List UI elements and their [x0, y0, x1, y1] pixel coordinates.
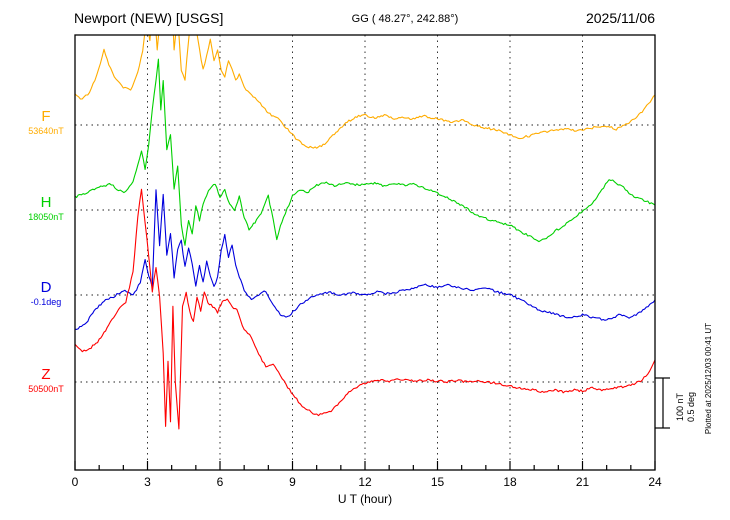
x-tick-label: 15	[430, 475, 445, 489]
x-axis-label: U T (hour)	[337, 492, 393, 506]
channel-h-labels: H 18050nT	[20, 194, 72, 223]
station-title: Newport (NEW) [USGS]	[74, 10, 224, 26]
channel-f-baseline-value: 53640nT	[28, 126, 64, 136]
channel-d-letter: D	[40, 279, 52, 296]
x-tick-label: 21	[575, 475, 590, 489]
plot-date: 2025/11/06	[585, 10, 655, 26]
channel-d-labels: D -0.1deg	[20, 279, 72, 308]
channel-z-labels: Z 50500nT	[20, 366, 72, 395]
channel-z-baseline-value: 50500nT	[28, 384, 64, 394]
channel-z-letter: Z	[41, 366, 51, 383]
plotted-at-note: Plotted at 2025/12/03 00:41 UT	[704, 322, 713, 435]
trace-d	[75, 189, 655, 330]
channel-d-baseline-value: -0.1deg	[30, 297, 62, 307]
geographic-coords: GG ( 48.27°, 242.88°)	[351, 13, 459, 25]
x-tick-label: 3	[144, 475, 151, 489]
channel-f-letter: F	[41, 108, 51, 125]
channel-h-letter: H	[40, 194, 52, 211]
channel-h-baseline-value: 18050nT	[28, 212, 64, 222]
x-tick-label: 9	[289, 475, 296, 489]
trace-f	[75, 35, 655, 149]
scale-bar-label-deg: 0.5 deg	[686, 391, 696, 423]
trace-h	[75, 58, 655, 246]
x-tick-label: 0	[71, 475, 79, 489]
channel-f-labels: F 53640nT	[20, 108, 72, 137]
scale-bar-label-nt: 100 nT	[675, 392, 685, 422]
x-tick-label: 18	[503, 475, 517, 489]
x-tick-label: 6	[216, 475, 224, 489]
trace-z	[75, 188, 655, 430]
x-tick-label: 24	[648, 475, 662, 489]
x-tick-label: 12	[358, 475, 372, 489]
